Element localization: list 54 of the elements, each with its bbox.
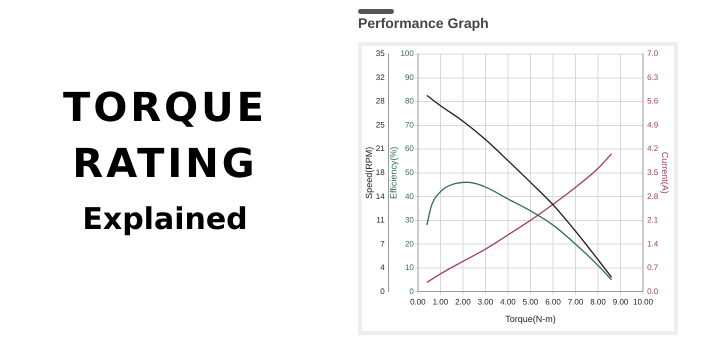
y-tick-label: 30 — [404, 216, 414, 225]
y2-tick-label: 0.7 — [647, 263, 659, 272]
line-series — [426, 153, 612, 284]
x-tick-label: 8.00 — [590, 298, 606, 307]
y-tick-label: 90 — [404, 72, 414, 82]
line-series — [426, 94, 612, 278]
y2-tick-label: 0.0 — [647, 286, 659, 296]
x-tick-label: 10.00 — [633, 298, 654, 307]
y3-tick-label: 14 — [376, 192, 386, 201]
y3-tick-label: 35 — [376, 49, 386, 58]
x-tick-label: 1.00 — [432, 298, 449, 307]
y-tick-label: 20 — [404, 239, 414, 248]
x-tick-label: 9.00 — [612, 298, 629, 307]
line-series — [426, 182, 612, 280]
y3-tick-label: 32 — [376, 72, 386, 82]
y3-axis-title: Speed(RPM) — [364, 146, 374, 199]
y3-tick-label: 25 — [376, 120, 386, 130]
y-tick-label: 100 — [400, 49, 414, 58]
y2-tick-label: 5.6 — [647, 96, 659, 106]
y2-tick-label: 4.2 — [647, 144, 659, 154]
x-tick-label: 0.00 — [410, 298, 426, 307]
y-tick-label: 60 — [404, 144, 414, 154]
y-tick-label: 70 — [404, 120, 414, 130]
text: TORQUE RATING — [62, 84, 268, 189]
y2-tick-label: 6.3 — [647, 72, 659, 82]
y3-tick-label: 18 — [376, 168, 386, 178]
x-tick-label: 4.00 — [500, 298, 516, 307]
y3-tick-label: 11 — [376, 216, 386, 225]
y-tick-label: 50 — [404, 168, 414, 178]
x-tick-label: 7.00 — [568, 298, 584, 307]
y3-tick-label: 0 — [380, 286, 386, 296]
y2-tick-label: 1.4 — [647, 239, 659, 248]
y2-tick-label: 3.5 — [647, 168, 659, 178]
y3-tick-label: 28 — [376, 96, 386, 106]
x-tick-label: 6.00 — [545, 298, 562, 307]
y-tick-label: 40 — [404, 192, 414, 201]
y-axis-title: Efficiency(%) — [388, 146, 399, 199]
y3-tick-label: 7 — [380, 239, 386, 248]
y3-tick-label: 4 — [380, 263, 386, 272]
y-tick-label: 80 — [404, 96, 414, 106]
y2-axis-title: Current(A) — [660, 152, 670, 194]
y2-tick-label: 2.1 — [647, 216, 659, 225]
chart-title: Performance Graph — [358, 15, 489, 31]
y2-tick-label: 7.0 — [647, 49, 659, 58]
x-axis-title: Torque(N-m) — [505, 314, 556, 324]
text: Explained — [81, 202, 249, 237]
x-tick-label: 2.00 — [455, 298, 472, 307]
y2-tick-label: 2.8 — [647, 192, 659, 201]
y2-tick-label: 4.9 — [647, 120, 659, 130]
x-tick-label: 3.00 — [478, 298, 494, 307]
x-tick-label: 5.00 — [522, 298, 539, 307]
y-tick-label: 10 — [404, 263, 414, 272]
y-tick-label: 0 — [409, 286, 414, 296]
y3-tick-label: 21 — [376, 144, 386, 154]
